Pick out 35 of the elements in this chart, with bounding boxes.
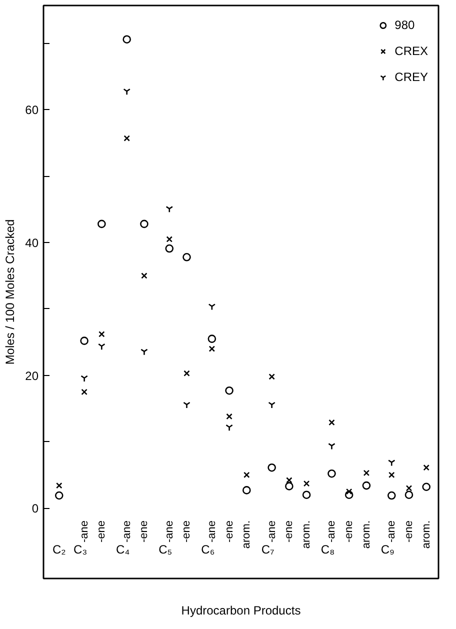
legend-label: 980 <box>394 18 415 32</box>
x-axis-title: Hydrocarbon Products <box>181 604 301 618</box>
annotation: C₅ <box>158 542 172 556</box>
x-tick-label: arom. <box>420 520 432 549</box>
x-tick-label: -ene <box>138 520 150 543</box>
legend-label: CREX <box>394 44 428 58</box>
x-tick-label: -ene <box>223 520 236 543</box>
x-tick-label: arom. <box>360 520 372 549</box>
x-tick-label: -ene <box>343 520 356 543</box>
y-tick-label: 0 <box>32 502 39 516</box>
annotation: C₈ <box>320 542 335 556</box>
x-tick-label: -ene <box>96 520 108 543</box>
x-tick-label: C₂ <box>52 542 66 556</box>
x-tick-label: -ane <box>206 520 218 543</box>
x-tick-label: -ane <box>78 520 90 543</box>
y-tick-label: 40 <box>25 236 39 250</box>
y-tick-label: 60 <box>25 103 39 118</box>
annotation: C₇ <box>261 542 274 556</box>
annotation: C₄ <box>116 542 130 556</box>
x-tick-label: arom. <box>300 520 313 549</box>
annotation: C₉ <box>380 542 395 556</box>
y-axis-title: Moles / 100 Moles Cracked <box>3 219 18 365</box>
x-tick-label: -ane <box>163 520 176 543</box>
x-tick-label: arom. <box>240 520 253 549</box>
x-tick-label: -ane <box>386 520 398 543</box>
annotation: C₆ <box>201 542 215 556</box>
x-tick-label: -ane <box>266 520 278 543</box>
x-tick-label: -ane <box>326 520 338 543</box>
legend-label: CREY <box>394 70 428 84</box>
x-tick-label: -ane <box>120 520 133 543</box>
x-tick-label: -ene <box>402 520 415 543</box>
y-tick-label: 20 <box>25 368 39 383</box>
x-tick-label: -ene <box>180 520 193 543</box>
x-tick-label: -ene <box>283 520 296 543</box>
annotation: C₃ <box>74 542 88 556</box>
